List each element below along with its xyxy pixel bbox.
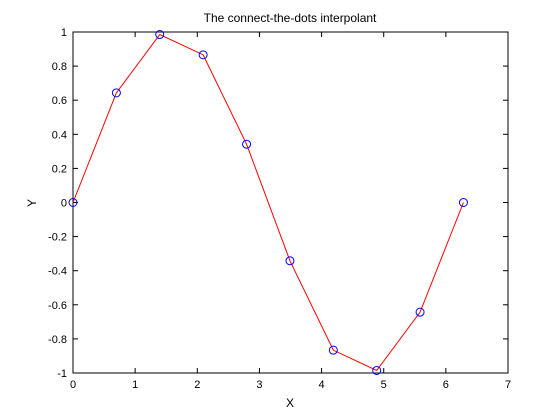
data-point-marker	[155, 30, 165, 40]
data-point-marker	[242, 139, 252, 149]
x-tick-label: 7	[505, 379, 511, 391]
data-point-marker	[328, 345, 338, 355]
x-tick-label: 4	[319, 379, 325, 391]
chart-title: The connect-the-dots interpolant	[204, 11, 377, 25]
y-tick-label: 0.4	[52, 129, 67, 141]
data-point-marker	[68, 198, 78, 207]
y-tick-label: -0.4	[48, 266, 67, 278]
data-point-marker	[111, 88, 121, 98]
y-tick-label: -0.6	[48, 300, 67, 312]
data-point-marker	[372, 365, 382, 375]
x-axis-label: X	[286, 396, 294, 410]
y-axis-label: Y	[25, 199, 39, 207]
series-line	[72, 33, 464, 372]
y-tick-label: 0.6	[52, 95, 67, 107]
x-tick-label: 1	[132, 379, 138, 391]
x-tick-label: 6	[443, 379, 449, 391]
plot-area	[72, 31, 509, 374]
axis-ticks: 0 1 2 3 4 5 6 7 -1 -0.8 -0.6 -0.4 -0.2 0 0.2 0.4 0.6 0.8 1	[48, 27, 511, 391]
x-tick-label: 3	[256, 379, 262, 391]
data-point-marker	[415, 307, 425, 317]
data-point-marker	[198, 50, 208, 60]
y-tick-label: -0.2	[48, 232, 67, 244]
y-tick-label: 0.2	[52, 163, 67, 175]
y-tick-label: -0.8	[48, 334, 67, 346]
data-point-marker	[285, 256, 295, 266]
data-point-marker	[458, 198, 468, 207]
y-tick-label: -1	[57, 368, 67, 380]
y-tick-label: 1	[61, 27, 67, 39]
series-layer	[68, 30, 468, 375]
x-tick-label: 0	[70, 379, 76, 391]
y-tick-label: 0.8	[52, 61, 67, 73]
x-tick-label: 5	[381, 379, 387, 391]
x-tick-label: 2	[194, 379, 200, 391]
y-tick-label: 0	[61, 198, 67, 210]
